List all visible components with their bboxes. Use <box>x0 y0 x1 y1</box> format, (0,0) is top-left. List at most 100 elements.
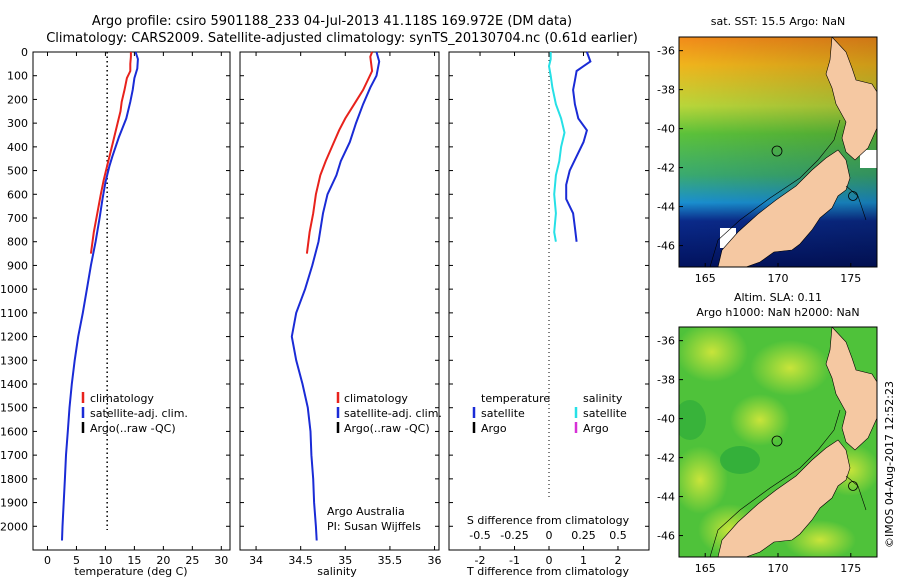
x-tick-label: 15 <box>127 554 141 567</box>
sst-map-title: sat. SST: 15.5 Argo: NaN <box>711 15 845 28</box>
y-tick-label: 500 <box>7 165 28 178</box>
figure-title-line1: Argo profile: csiro 5901188_233 04-Jul-2… <box>92 14 572 29</box>
salinity-xlabel: salinity <box>317 565 357 578</box>
salinity-axes-frame <box>239 51 440 551</box>
y-tick-label: 800 <box>7 236 28 249</box>
difference-legend: temperature salinity satellite Argo sate… <box>472 392 627 435</box>
sst-map: sat. SST: 15.5 Argo: NaN 165 170 175 -36 -38… <box>657 15 878 285</box>
figure-title-line2: Climatology: CARS2009. Satellite-adjuste… <box>46 31 638 46</box>
argo-position-marker <box>771 435 783 447</box>
top-tick-label: 0 <box>546 529 553 542</box>
map-y-tick-label: -40 <box>657 413 675 426</box>
y-tick-label: 2000 <box>0 520 28 533</box>
x-tick-label: 10 <box>98 554 112 567</box>
sla-map: Altim. SLA: 0.11 Argo h1000: NaN h2000: … <box>657 291 878 575</box>
x-tick-label: 36 <box>428 554 442 567</box>
map-y-tick-label: -40 <box>657 123 675 136</box>
shelf-contour <box>709 409 867 557</box>
x-tick-label: 0 <box>546 554 553 567</box>
y-tick-label: 0 <box>21 46 28 59</box>
map-y-tick-label: -44 <box>657 491 675 504</box>
map-x-tick-label: 175 <box>840 562 861 575</box>
map-x-tick-label: 165 <box>695 562 716 575</box>
y-tick-label: 400 <box>7 141 28 154</box>
south-island-land <box>717 439 851 557</box>
map-y-tick-label: -42 <box>657 162 675 175</box>
sst-missing-patch <box>860 150 877 168</box>
map-y-tick-label: -36 <box>657 335 675 348</box>
map-y-tick-label: -36 <box>657 45 675 58</box>
map-x-tick-label: 165 <box>695 272 716 285</box>
argo-position-marker <box>848 481 858 491</box>
x-tick-label: 1 <box>580 554 587 567</box>
x-tick-label: 35.5 <box>378 554 403 567</box>
legend-satellite-label: satellite-adj. clim. <box>344 407 442 420</box>
series-line-s-satellite <box>547 52 566 242</box>
y-tick-label: 1900 <box>0 497 28 510</box>
sla-map-title-line1: Altim. SLA: 0.11 <box>734 291 822 304</box>
legend-satellite-label: satellite-adj. clim. <box>90 407 188 420</box>
temperature-axes-frame <box>32 51 231 551</box>
map-y-tick-label: -42 <box>657 452 675 465</box>
y-tick-label: 1100 <box>0 307 28 320</box>
x-tick-label: -1 <box>509 554 520 567</box>
y-tick-label: 1800 <box>0 473 28 486</box>
difference-xlabel: T difference from climatology <box>466 565 629 578</box>
legend-climatology-label: climatology <box>344 392 408 405</box>
y-tick-label: 100 <box>7 70 28 83</box>
y-tick-label: 900 <box>7 259 28 272</box>
y-tick-label: 700 <box>7 212 28 225</box>
x-tick-label: 5 <box>73 554 80 567</box>
legend-s-argo-label: Argo <box>583 422 609 435</box>
top-tick-label: 0.25 <box>571 529 596 542</box>
argo-position-marker <box>848 191 858 201</box>
y-tick-label: 1400 <box>0 378 28 391</box>
legend-climatology-label: climatology <box>90 392 154 405</box>
north-island-land <box>825 327 877 451</box>
y-tick-label: 300 <box>7 117 28 130</box>
y-tick-label: 1000 <box>0 283 28 296</box>
series-line-satellite-adj-clim <box>61 51 139 541</box>
top-tick-label: -0.25 <box>500 529 528 542</box>
salinity-panel: 34 34.5 35 35.5 36 climatology satellite-adj… <box>239 51 442 578</box>
map-y-tick-label: -38 <box>657 84 675 97</box>
map-y-tick-label: -46 <box>657 530 675 543</box>
south-island-land <box>717 149 851 267</box>
y-tick-label: 1300 <box>0 354 28 367</box>
legend-t-satellite-label: satellite <box>481 407 525 420</box>
series-line-satellite-adj-clim <box>290 51 381 541</box>
series-line-climatology <box>305 51 374 254</box>
x-tick-label: 34.5 <box>288 554 313 567</box>
map-y-tick-label: -46 <box>657 240 675 253</box>
map-y-tick-label: -44 <box>657 201 675 214</box>
series-line-climatology <box>89 52 132 254</box>
y-tick-label: 1200 <box>0 331 28 344</box>
sla-map-title-line2: Argo h1000: NaN h2000: NaN <box>696 306 859 319</box>
salinity-annotation-line1: Argo Australia <box>327 505 405 518</box>
legend-argo-label: Argo(..raw -QC) <box>344 422 430 435</box>
north-island-land <box>825 37 877 161</box>
series-line-t-satellite <box>565 51 592 242</box>
salinity-legend: climatology satellite-adj. clim. Argo(..… <box>336 392 442 435</box>
argo-position-marker <box>771 145 783 157</box>
top-tick-label: 0.5 <box>609 529 627 542</box>
map-x-tick-label: 170 <box>768 272 789 285</box>
map-y-tick-label: -38 <box>657 374 675 387</box>
legend-s-satellite-label: satellite <box>583 407 627 420</box>
temperature-xlabel: temperature (deg C) <box>74 565 187 578</box>
x-tick-label: 2 <box>614 554 621 567</box>
y-tick-label: 1600 <box>0 425 28 438</box>
imos-timestamp: ©IMOS 04-Aug-2017 12:52:23 <box>883 381 896 548</box>
x-tick-label: 0 <box>44 554 51 567</box>
y-tick-label: 200 <box>7 93 28 106</box>
map-x-tick-label: 175 <box>840 272 861 285</box>
x-tick-label: 35 <box>338 554 352 567</box>
x-tick-label: 20 <box>156 554 170 567</box>
legend-temperature-heading: temperature <box>481 392 550 405</box>
y-tick-label: 600 <box>7 188 28 201</box>
legend-t-argo-label: Argo <box>481 422 507 435</box>
x-tick-label: 30 <box>214 554 228 567</box>
legend-salinity-heading: salinity <box>583 392 623 405</box>
salinity-annotation-line2: PI: Susan Wijffels <box>327 520 421 533</box>
